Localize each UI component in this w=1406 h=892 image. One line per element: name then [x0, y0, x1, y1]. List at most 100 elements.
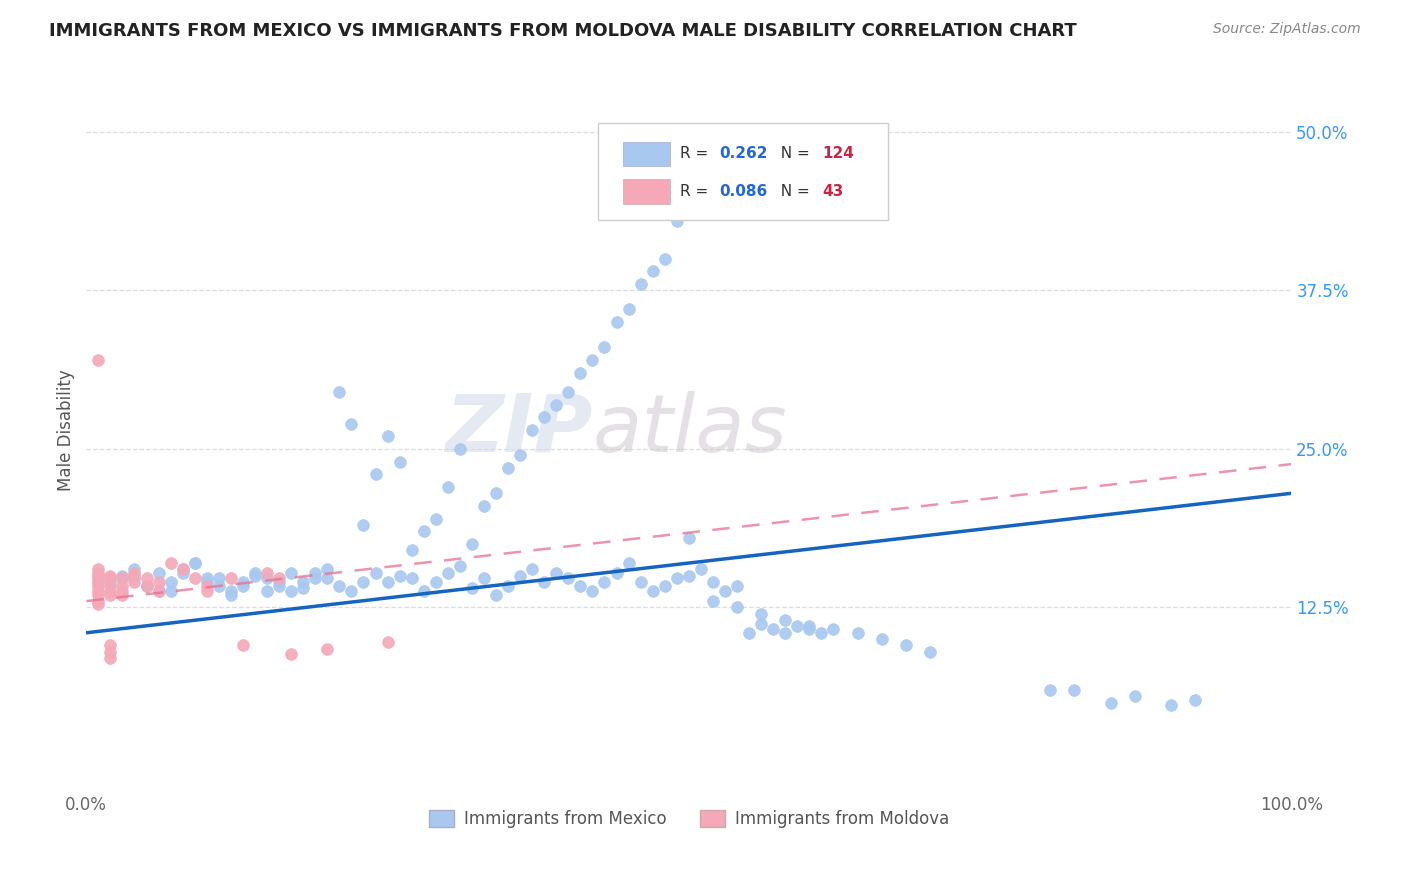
- Point: [280, 566, 302, 581]
- Point: [87, 597, 110, 611]
- Point: [87, 588, 110, 602]
- Point: [304, 566, 326, 581]
- Text: R =: R =: [681, 184, 713, 199]
- Point: [472, 499, 495, 513]
- Point: [232, 639, 254, 653]
- Point: [100, 645, 122, 659]
- Point: [461, 582, 484, 596]
- Point: [352, 518, 374, 533]
- Point: [87, 583, 110, 598]
- Point: [485, 486, 508, 500]
- Point: [184, 571, 207, 585]
- Point: [749, 616, 772, 631]
- Text: 43: 43: [823, 184, 844, 199]
- Point: [159, 575, 181, 590]
- Point: [232, 575, 254, 590]
- Point: [364, 566, 387, 581]
- Point: [665, 571, 688, 585]
- Point: [654, 579, 676, 593]
- Point: [593, 341, 616, 355]
- Point: [269, 575, 291, 590]
- Point: [256, 583, 278, 598]
- Point: [605, 315, 627, 329]
- Point: [665, 213, 688, 227]
- Point: [630, 277, 652, 291]
- Point: [436, 480, 458, 494]
- Point: [87, 568, 110, 582]
- Point: [100, 588, 122, 602]
- Point: [725, 579, 748, 593]
- Point: [509, 448, 531, 462]
- Text: IMMIGRANTS FROM MEXICO VS IMMIGRANTS FROM MOLDOVA MALE DISABILITY CORRELATION CH: IMMIGRANTS FROM MEXICO VS IMMIGRANTS FRO…: [49, 22, 1077, 40]
- Point: [148, 575, 170, 590]
- Point: [617, 302, 640, 317]
- Point: [256, 571, 278, 585]
- Point: [87, 575, 110, 590]
- Point: [280, 648, 302, 662]
- Point: [401, 543, 423, 558]
- Point: [557, 571, 579, 585]
- Point: [569, 579, 592, 593]
- Point: [533, 575, 555, 590]
- Point: [87, 566, 110, 581]
- Point: [87, 562, 110, 576]
- Point: [581, 583, 603, 598]
- Point: [436, 566, 458, 581]
- Point: [195, 571, 218, 585]
- FancyBboxPatch shape: [599, 123, 887, 220]
- Point: [124, 566, 146, 581]
- Point: [641, 583, 664, 598]
- Point: [593, 575, 616, 590]
- Point: [509, 568, 531, 582]
- Text: atlas: atlas: [592, 391, 787, 469]
- Point: [256, 566, 278, 581]
- Point: [485, 588, 508, 602]
- Point: [87, 353, 110, 368]
- Point: [762, 622, 785, 636]
- Point: [100, 651, 122, 665]
- Point: [135, 579, 157, 593]
- Text: N =: N =: [770, 146, 814, 161]
- Point: [702, 575, 724, 590]
- Point: [111, 568, 134, 582]
- Point: [377, 634, 399, 648]
- Text: N =: N =: [770, 184, 814, 199]
- Point: [377, 575, 399, 590]
- Point: [773, 625, 796, 640]
- Point: [292, 582, 315, 596]
- Point: [111, 583, 134, 598]
- Point: [546, 566, 568, 581]
- Point: [100, 568, 122, 582]
- Point: [401, 571, 423, 585]
- Point: [569, 366, 592, 380]
- Point: [172, 562, 194, 576]
- Point: [472, 571, 495, 585]
- Point: [111, 571, 134, 585]
- Point: [87, 575, 110, 590]
- Point: [1099, 696, 1122, 710]
- Point: [702, 594, 724, 608]
- Point: [654, 252, 676, 266]
- Point: [340, 583, 363, 598]
- Point: [799, 619, 821, 633]
- Point: [1123, 689, 1146, 703]
- FancyBboxPatch shape: [623, 179, 669, 203]
- Point: [773, 613, 796, 627]
- Point: [870, 632, 893, 647]
- Point: [605, 566, 627, 581]
- Point: [316, 571, 339, 585]
- Point: [111, 579, 134, 593]
- Point: [496, 579, 519, 593]
- Point: [208, 579, 231, 593]
- Point: [678, 531, 700, 545]
- Point: [328, 579, 350, 593]
- Point: [219, 571, 242, 585]
- Point: [810, 625, 832, 640]
- Point: [799, 622, 821, 636]
- Point: [388, 454, 411, 468]
- Point: [364, 467, 387, 482]
- Point: [172, 566, 194, 581]
- Text: R =: R =: [681, 146, 713, 161]
- Point: [280, 583, 302, 598]
- Point: [425, 575, 447, 590]
